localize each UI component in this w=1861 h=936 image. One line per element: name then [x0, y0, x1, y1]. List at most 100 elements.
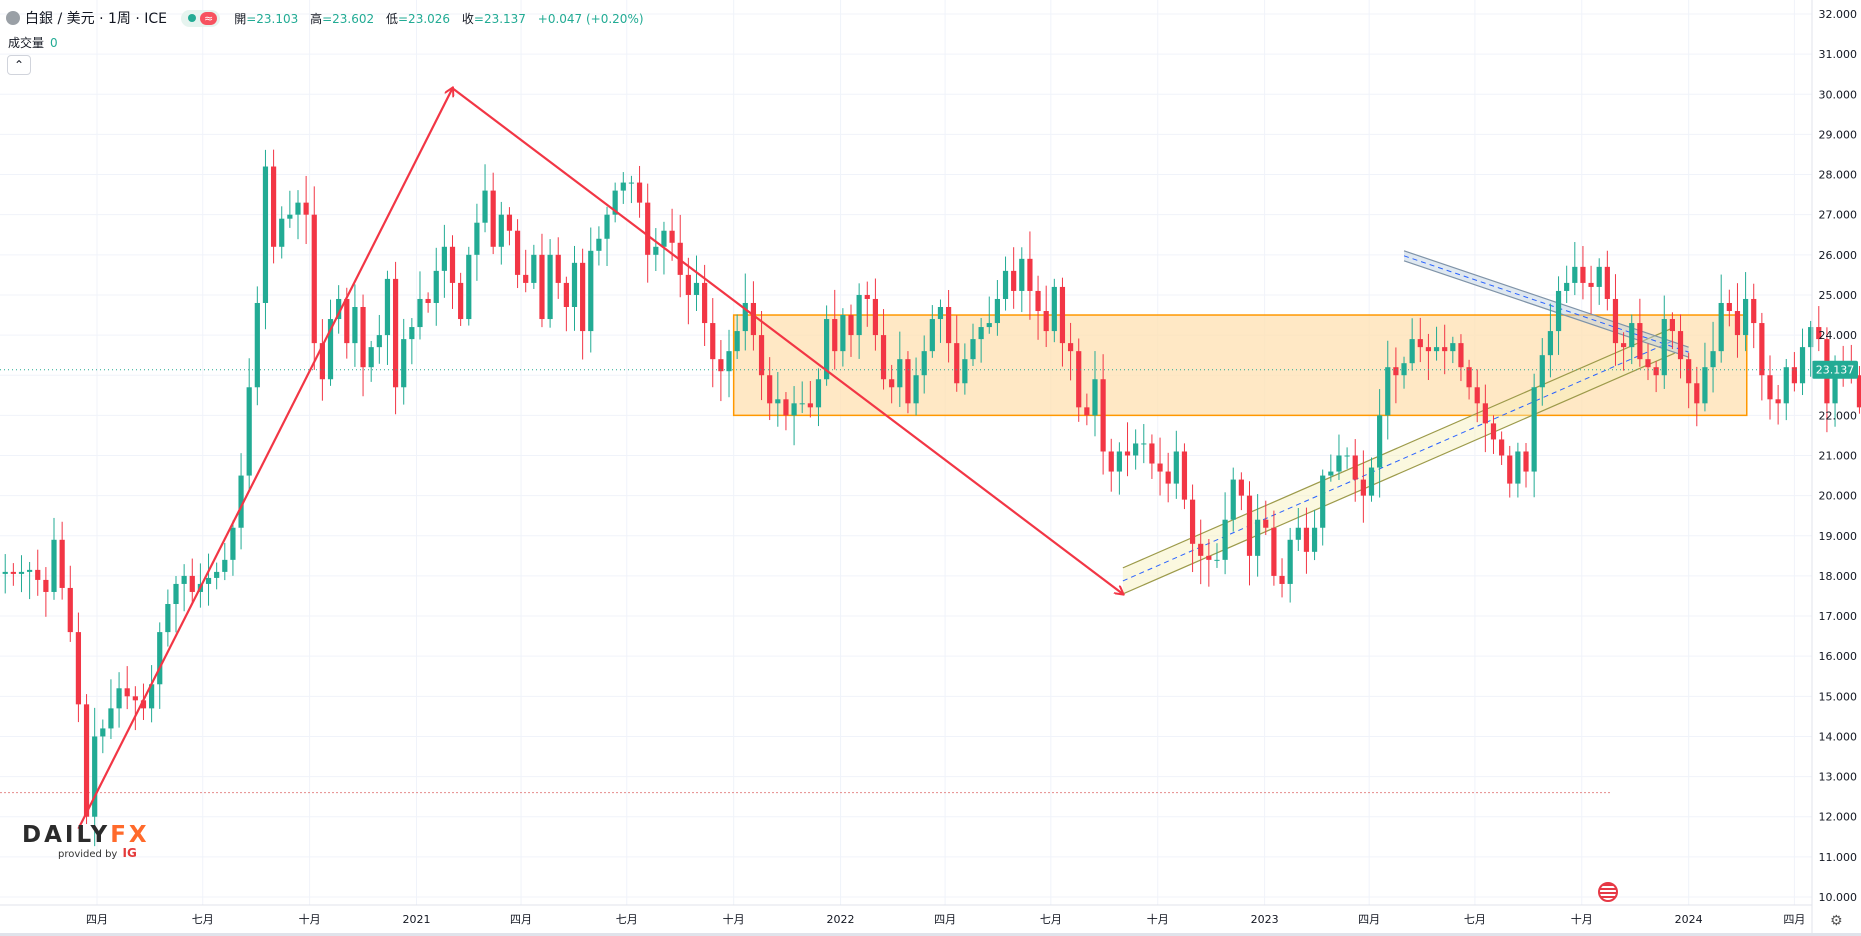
time-tick-label: 七月	[1464, 913, 1486, 926]
candle-body	[116, 688, 122, 709]
volume-value: 0	[50, 36, 58, 50]
candle-body	[1580, 266, 1586, 283]
candle-body	[1393, 367, 1399, 376]
candle-body	[1311, 527, 1318, 552]
candle-body	[1482, 403, 1488, 424]
candle-body	[1368, 467, 1375, 496]
candle-body	[149, 684, 155, 709]
trend-line-up[interactable]	[77, 88, 452, 830]
candle-body	[1320, 475, 1326, 528]
gear-icon[interactable]: ⚙	[1830, 913, 1843, 929]
trend-lines[interactable]	[77, 87, 1123, 830]
candle-body	[1653, 367, 1659, 376]
candle-body	[140, 700, 147, 709]
candle-body	[628, 182, 635, 184]
candle-body	[1328, 471, 1334, 476]
candle-body	[726, 351, 732, 372]
logo-brand-b: FX	[110, 822, 150, 848]
candle-body	[181, 575, 187, 584]
time-tick-label: 四月	[1358, 913, 1380, 926]
candle-body	[718, 359, 724, 372]
candle-body	[856, 294, 862, 336]
candle-body	[702, 282, 708, 324]
candle-body	[417, 298, 423, 328]
low-value: =23.026	[398, 11, 451, 26]
candle-body	[571, 262, 578, 307]
candle-body	[132, 696, 138, 701]
candle-body	[824, 319, 830, 380]
price-tick-label: 25.000	[1819, 289, 1858, 302]
candle-body	[43, 579, 49, 592]
candle-body	[921, 351, 927, 376]
candle-body	[547, 254, 553, 320]
candle-body	[1604, 266, 1610, 299]
candle-body	[1238, 479, 1244, 496]
candle-body	[1433, 347, 1440, 352]
candle-body	[1588, 282, 1594, 287]
symbol-title[interactable]: 白銀 / 美元 · 1周 · ICE	[25, 11, 167, 27]
candle-body	[775, 399, 781, 404]
price-tick-label: 10.000	[1819, 891, 1858, 904]
time-tick-label: 十月	[723, 912, 745, 926]
candle-body	[1637, 323, 1643, 360]
candle-body	[1043, 311, 1049, 332]
us-flag-icon[interactable]	[1598, 882, 1618, 902]
price-axis[interactable]: 10.000 11.000 12.000 13.000 14.000 15.000 16.0…	[1811, 0, 1858, 933]
candle-body	[1612, 298, 1619, 344]
candle-body	[262, 166, 269, 303]
time-tick-label: 2022	[827, 913, 855, 926]
candle-body	[1458, 343, 1464, 368]
channel-upper[interactable]	[1122, 326, 1675, 569]
time-axis[interactable]: 四月 七月 十月 2021 四月 七月 十月 2022 四月 七月 十月 2023 四月 七月 十月 2024…	[0, 904, 1812, 926]
candle-body	[1141, 443, 1147, 445]
candle-body	[604, 214, 610, 239]
time-tick-label: 2021	[402, 913, 430, 926]
ohlc-values: 開=23.103 高=23.602 低=23.026 收=23.137 +0.0…	[234, 10, 651, 27]
candle-body	[230, 527, 236, 560]
trend-line-down[interactable]	[451, 87, 1123, 594]
price-tick-label: 29.000	[1819, 128, 1858, 141]
candle-body	[1856, 375, 1861, 408]
market-status-badge[interactable]: ≈	[180, 9, 221, 27]
candle-body	[750, 302, 757, 336]
price-tick-label: 32.000	[1819, 8, 1858, 21]
channel-lower[interactable]	[1122, 352, 1675, 595]
candle-body	[246, 387, 252, 476]
candle-body	[832, 319, 838, 352]
high-label: 高	[310, 11, 323, 26]
candle-body	[1702, 367, 1708, 404]
candle-body	[539, 254, 545, 320]
candle-body	[929, 319, 935, 352]
time-tick-label: 十月	[1147, 912, 1169, 926]
candle-body	[1149, 443, 1155, 464]
candle-body	[1181, 451, 1188, 500]
logo-subtitle: provided by IG	[58, 846, 150, 860]
rising-channel[interactable]	[1122, 326, 1675, 595]
price-tick-label: 14.000	[1819, 730, 1858, 743]
candle-body	[994, 298, 1000, 324]
range-zone[interactable]	[732, 314, 1748, 417]
chevron-up-icon[interactable]: ⌃	[7, 55, 31, 75]
candle-body	[1336, 455, 1342, 472]
price-tick-label: 17.000	[1819, 610, 1858, 623]
candle-body	[1759, 323, 1765, 376]
candle-body	[1279, 575, 1285, 584]
candle-body	[1507, 455, 1513, 484]
candle-body	[27, 569, 33, 572]
candle-body	[913, 375, 919, 404]
candle-body	[1019, 258, 1025, 291]
candle-body	[1450, 343, 1456, 352]
channel-median	[1122, 339, 1675, 582]
range-zone-rect[interactable]	[732, 314, 1748, 417]
candle-body	[661, 230, 667, 247]
last-price-tag	[1812, 360, 1858, 379]
candle-body	[1059, 286, 1066, 344]
candle-body	[1767, 375, 1773, 400]
candle-body	[978, 327, 984, 340]
candle-body	[490, 190, 496, 247]
legend-header: 白銀 / 美元 · 1周 · ICE ≈ 開=23.103 高=23.602 低…	[6, 8, 652, 28]
candle-body	[1808, 327, 1814, 348]
candle-body	[1539, 355, 1545, 388]
candle-body	[1547, 331, 1554, 356]
